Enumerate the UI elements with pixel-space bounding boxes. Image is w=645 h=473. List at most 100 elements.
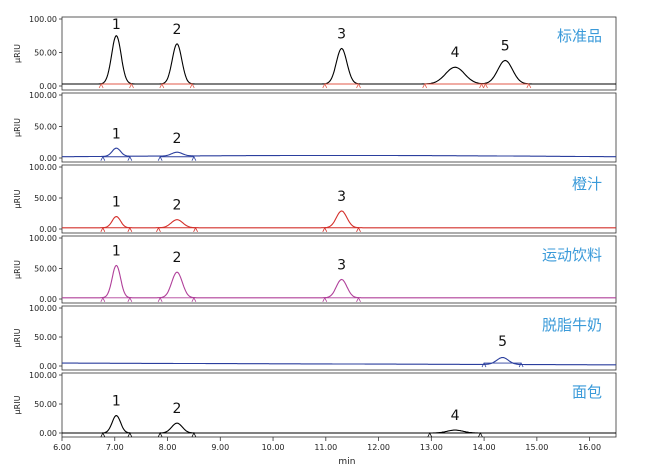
peak-label: 5 xyxy=(501,39,510,55)
peak-marker xyxy=(100,432,106,438)
y-unit-label: µRIU xyxy=(13,189,22,208)
y-tick-label: 50.00 xyxy=(34,400,57,409)
peak-label: 4 xyxy=(451,45,460,61)
peak-marker xyxy=(191,296,197,302)
y-unit-label: µRIU xyxy=(13,260,22,279)
peak-marker xyxy=(422,83,428,89)
y-tick-label: 50.00 xyxy=(34,265,57,274)
sample-label: 运动饮料 xyxy=(542,246,602,264)
peak-marker xyxy=(156,226,161,232)
peak-marker xyxy=(481,362,487,368)
x-tick-label: 8.00 xyxy=(159,443,177,452)
y-tick-label: 100.00 xyxy=(29,91,57,100)
peak-marker xyxy=(518,362,524,368)
panel-frame xyxy=(61,16,617,91)
peak-marker xyxy=(478,432,483,438)
y-unit-label: µRIU xyxy=(13,118,22,137)
chromatogram-panel-4: 0.00 50.00 100.00 µRIU 1 2 3 运动饮料 xyxy=(13,234,617,304)
chromatogram-trace xyxy=(62,356,616,366)
peak-marker xyxy=(356,226,361,232)
y-tick-label: 50.00 xyxy=(34,49,57,58)
peak-label: 1 xyxy=(112,127,121,143)
peak-marker xyxy=(100,155,106,161)
peak-marker xyxy=(483,83,488,89)
peak-marker xyxy=(159,83,165,89)
chromatogram-trace xyxy=(62,264,616,299)
y-tick-label: 0.00 xyxy=(39,154,57,163)
peak-marker xyxy=(98,83,104,89)
y-tick-label: 0.00 xyxy=(39,82,57,91)
chromatogram-trace xyxy=(62,147,616,158)
peak-marker xyxy=(127,296,133,302)
peak-label: 1 xyxy=(112,17,121,33)
peak-label: 5 xyxy=(498,334,507,350)
peak-label: 2 xyxy=(173,198,182,214)
x-tick-label: 10.00 xyxy=(262,443,285,452)
panel-frame xyxy=(61,305,617,371)
panel-frame xyxy=(61,372,617,438)
peak-label: 3 xyxy=(337,26,346,42)
y-tick-label: 100.00 xyxy=(29,15,57,24)
peak-marker xyxy=(129,83,134,89)
y-tick-label: 50.00 xyxy=(34,194,57,203)
x-tick-label: 9.00 xyxy=(211,443,229,452)
x-tick-label: 12.00 xyxy=(367,443,390,452)
x-tick-label: 15.00 xyxy=(525,443,548,452)
x-tick-label: 6.00 xyxy=(53,443,71,452)
peak-marker xyxy=(191,432,197,438)
y-tick-label: 0.00 xyxy=(39,362,57,371)
y-unit-label: µRIU xyxy=(13,328,22,347)
peak-label: 2 xyxy=(173,22,182,38)
y-tick-label: 100.00 xyxy=(29,371,57,380)
peak-marker xyxy=(526,83,532,89)
peak-marker xyxy=(157,155,163,161)
panel-frame xyxy=(61,164,617,234)
peak-label: 2 xyxy=(173,131,182,147)
peak-marker xyxy=(479,83,484,89)
peak-marker xyxy=(193,226,198,232)
chromatogram-panel-6: 0.00 50.00 100.00 µRIU 1 2 4 面包 xyxy=(13,371,617,438)
chromatogram-panel-5: 0.00 50.00 100.00 µRIU 5 脱脂牛奶 xyxy=(13,304,617,371)
x-tick-label: 13.00 xyxy=(420,443,443,452)
peak-label: 2 xyxy=(173,250,182,266)
sample-label: 面包 xyxy=(572,383,602,401)
x-tick-label: 7.00 xyxy=(106,443,124,452)
chromatogram-trace xyxy=(62,35,616,85)
chromatogram-trace xyxy=(62,415,616,434)
chromatogram-trace xyxy=(62,210,616,229)
peak-marker xyxy=(127,226,133,232)
peak-label: 3 xyxy=(337,189,346,205)
y-unit-label: µRIU xyxy=(13,44,22,63)
peak-marker xyxy=(322,296,328,302)
peak-marker xyxy=(157,432,163,438)
y-tick-label: 100.00 xyxy=(29,304,57,313)
y-tick-label: 100.00 xyxy=(29,163,57,172)
y-tick-label: 50.00 xyxy=(34,333,57,342)
peak-marker xyxy=(157,296,163,302)
peak-marker xyxy=(127,432,133,438)
peak-marker xyxy=(356,83,361,89)
peak-marker xyxy=(356,296,361,302)
sample-label: 橙汁 xyxy=(572,175,602,193)
sample-label: 标准品 xyxy=(557,27,602,45)
chromatogram-panel-3: 0.00 50.00 100.00 µRIU 1 2 3 橙汁 xyxy=(13,163,617,234)
y-tick-label: 50.00 xyxy=(34,123,57,132)
peak-label: 2 xyxy=(173,401,182,417)
peak-marker xyxy=(322,226,328,232)
peak-label: 1 xyxy=(112,243,121,259)
panel-frame xyxy=(61,235,617,304)
y-tick-label: 0.00 xyxy=(39,429,57,438)
peak-label: 1 xyxy=(112,195,121,211)
x-axis-label: min xyxy=(338,457,355,467)
peak-label: 4 xyxy=(451,408,460,424)
peak-label: 3 xyxy=(337,257,346,273)
sample-label: 脱脂牛奶 xyxy=(542,316,602,334)
panel-frame xyxy=(61,92,617,163)
y-unit-label: µRIU xyxy=(13,395,22,414)
peak-marker xyxy=(189,83,195,89)
y-tick-label: 0.00 xyxy=(39,295,57,304)
y-tick-label: 100.00 xyxy=(29,234,57,243)
x-tick-label: 16.00 xyxy=(578,443,601,452)
